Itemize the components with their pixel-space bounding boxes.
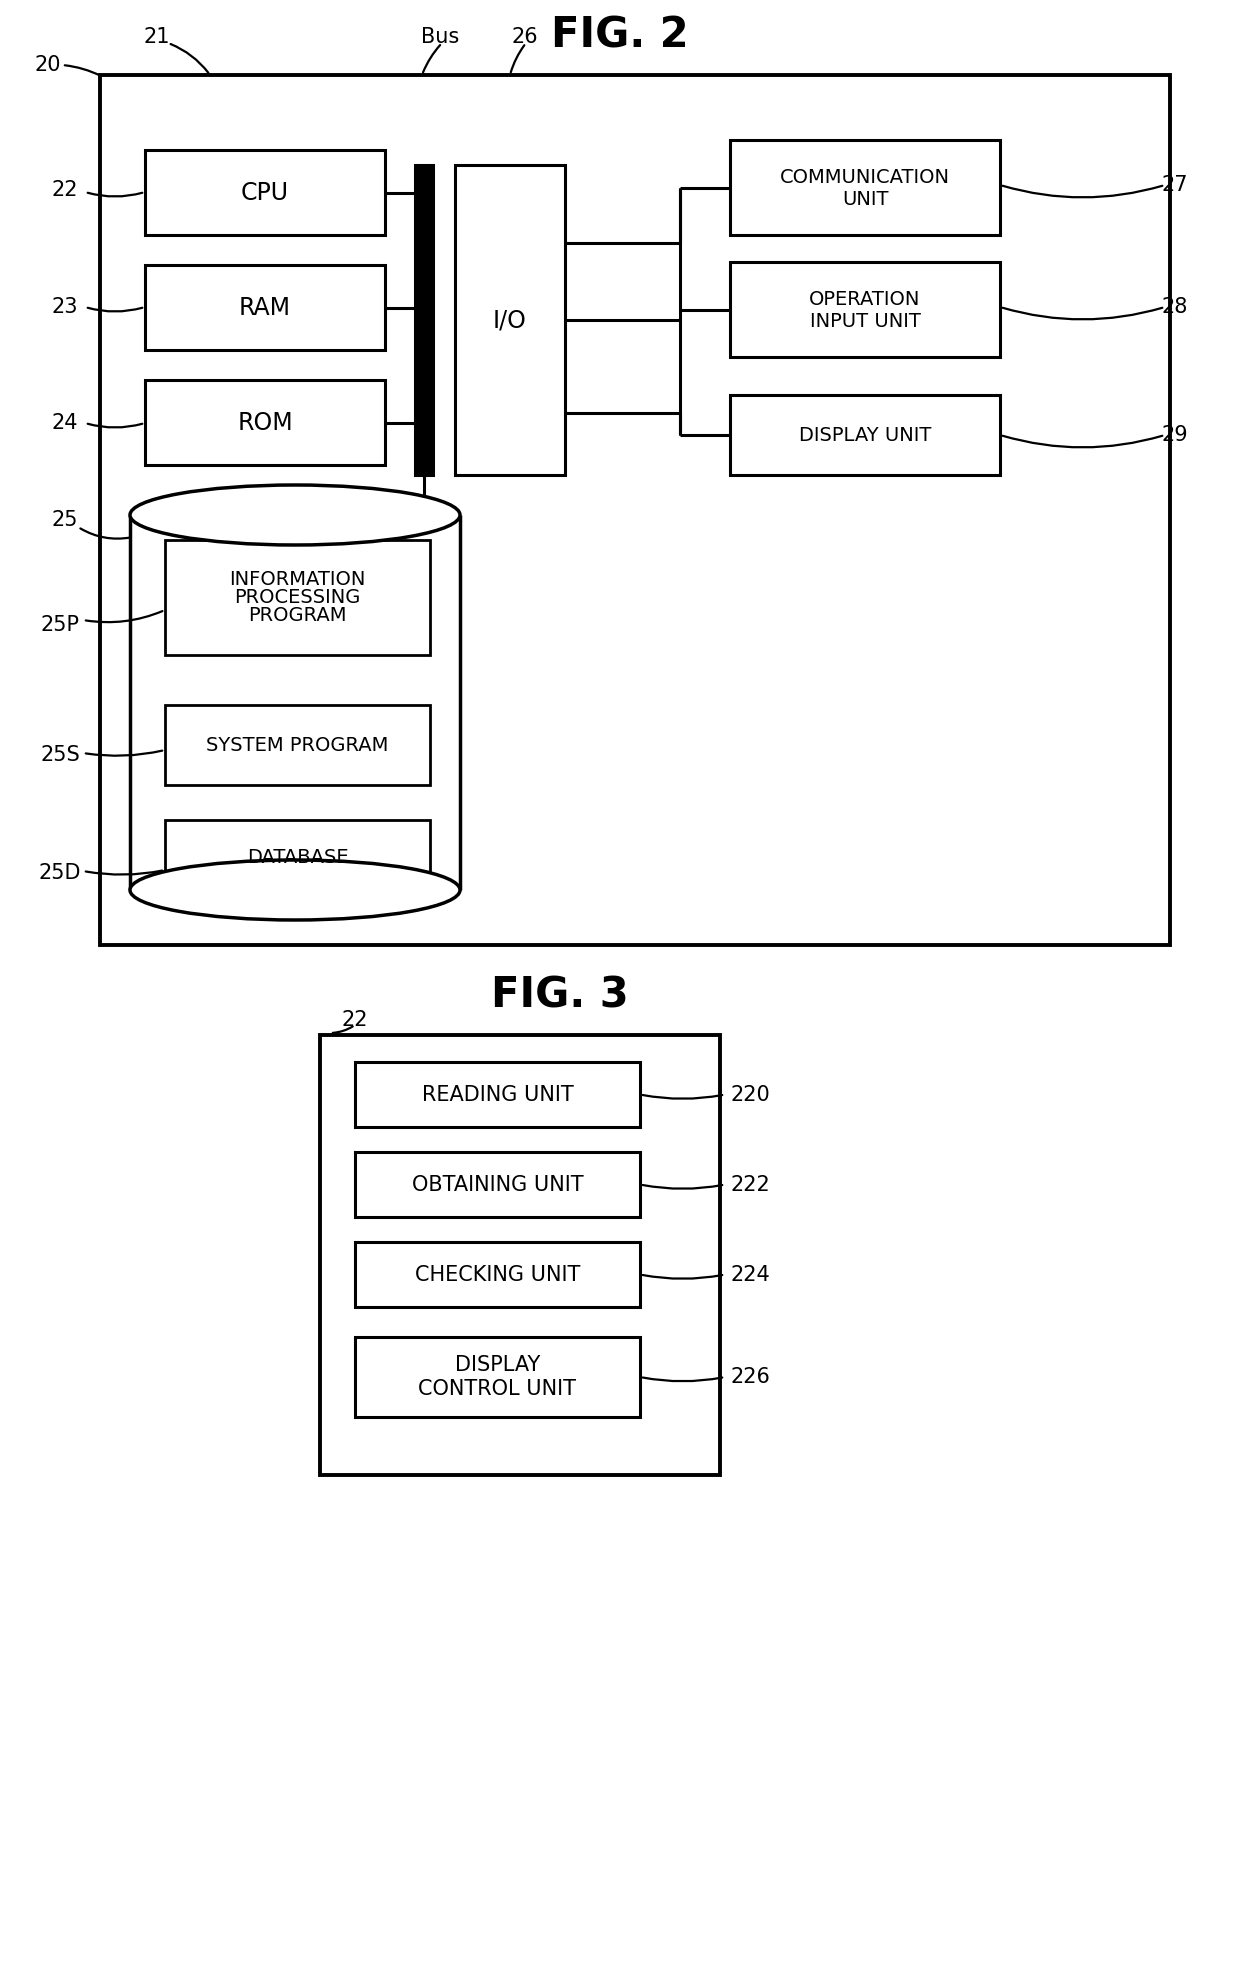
Text: DISPLAY UNIT: DISPLAY UNIT xyxy=(799,425,931,445)
Text: 24: 24 xyxy=(52,413,78,433)
FancyBboxPatch shape xyxy=(165,705,430,784)
Text: 25S: 25S xyxy=(40,744,79,764)
Text: 26: 26 xyxy=(512,28,538,48)
Text: PROGRAM: PROGRAM xyxy=(248,605,347,625)
Text: 25P: 25P xyxy=(41,615,79,635)
Text: INPUT UNIT: INPUT UNIT xyxy=(810,312,920,331)
Text: CHECKING UNIT: CHECKING UNIT xyxy=(415,1264,580,1284)
Text: RAM: RAM xyxy=(239,296,291,320)
Bar xyxy=(130,514,460,889)
Text: CPU: CPU xyxy=(241,181,289,204)
Text: 25: 25 xyxy=(52,510,78,530)
Text: READING UNIT: READING UNIT xyxy=(422,1084,573,1104)
FancyBboxPatch shape xyxy=(145,266,384,349)
Text: Bus: Bus xyxy=(420,28,459,48)
FancyBboxPatch shape xyxy=(415,165,433,474)
Text: 224: 224 xyxy=(730,1264,770,1284)
Text: 21: 21 xyxy=(144,28,170,48)
Text: COMMUNICATION: COMMUNICATION xyxy=(780,169,950,187)
FancyBboxPatch shape xyxy=(455,165,565,474)
Text: 22: 22 xyxy=(52,181,78,200)
Text: 220: 220 xyxy=(730,1084,770,1104)
FancyBboxPatch shape xyxy=(355,1243,640,1306)
Text: 29: 29 xyxy=(1162,425,1188,445)
Text: I/O: I/O xyxy=(494,308,527,331)
Text: OPERATION: OPERATION xyxy=(810,290,920,310)
FancyBboxPatch shape xyxy=(730,395,999,474)
FancyBboxPatch shape xyxy=(355,1338,640,1417)
Text: 25D: 25D xyxy=(38,863,82,883)
Text: DISPLAY: DISPLAY xyxy=(455,1356,541,1376)
FancyBboxPatch shape xyxy=(730,262,999,357)
Ellipse shape xyxy=(130,484,460,546)
Text: FIG. 3: FIG. 3 xyxy=(491,975,629,1016)
Text: 28: 28 xyxy=(1162,298,1188,318)
Text: 20: 20 xyxy=(35,56,61,75)
Text: 222: 222 xyxy=(730,1175,770,1195)
Text: 23: 23 xyxy=(52,298,78,318)
Text: PROCESSING: PROCESSING xyxy=(234,588,361,607)
FancyBboxPatch shape xyxy=(165,540,430,655)
FancyBboxPatch shape xyxy=(145,151,384,234)
Text: 226: 226 xyxy=(730,1368,770,1388)
FancyBboxPatch shape xyxy=(355,1062,640,1127)
FancyBboxPatch shape xyxy=(100,75,1171,945)
FancyBboxPatch shape xyxy=(730,141,999,234)
Text: CONTROL UNIT: CONTROL UNIT xyxy=(419,1380,577,1399)
Text: DATABASE: DATABASE xyxy=(247,848,348,867)
FancyBboxPatch shape xyxy=(320,1034,720,1475)
FancyBboxPatch shape xyxy=(145,379,384,464)
Text: OBTAINING UNIT: OBTAINING UNIT xyxy=(412,1175,583,1195)
FancyBboxPatch shape xyxy=(165,820,430,895)
Text: FIG. 2: FIG. 2 xyxy=(552,14,688,56)
Text: ROM: ROM xyxy=(237,411,293,435)
Text: INFORMATION: INFORMATION xyxy=(229,570,366,590)
Text: 22: 22 xyxy=(342,1010,368,1030)
FancyBboxPatch shape xyxy=(355,1151,640,1217)
Text: 27: 27 xyxy=(1162,175,1188,195)
Text: SYSTEM PROGRAM: SYSTEM PROGRAM xyxy=(206,736,388,754)
Text: UNIT: UNIT xyxy=(842,191,888,208)
Ellipse shape xyxy=(130,860,460,919)
